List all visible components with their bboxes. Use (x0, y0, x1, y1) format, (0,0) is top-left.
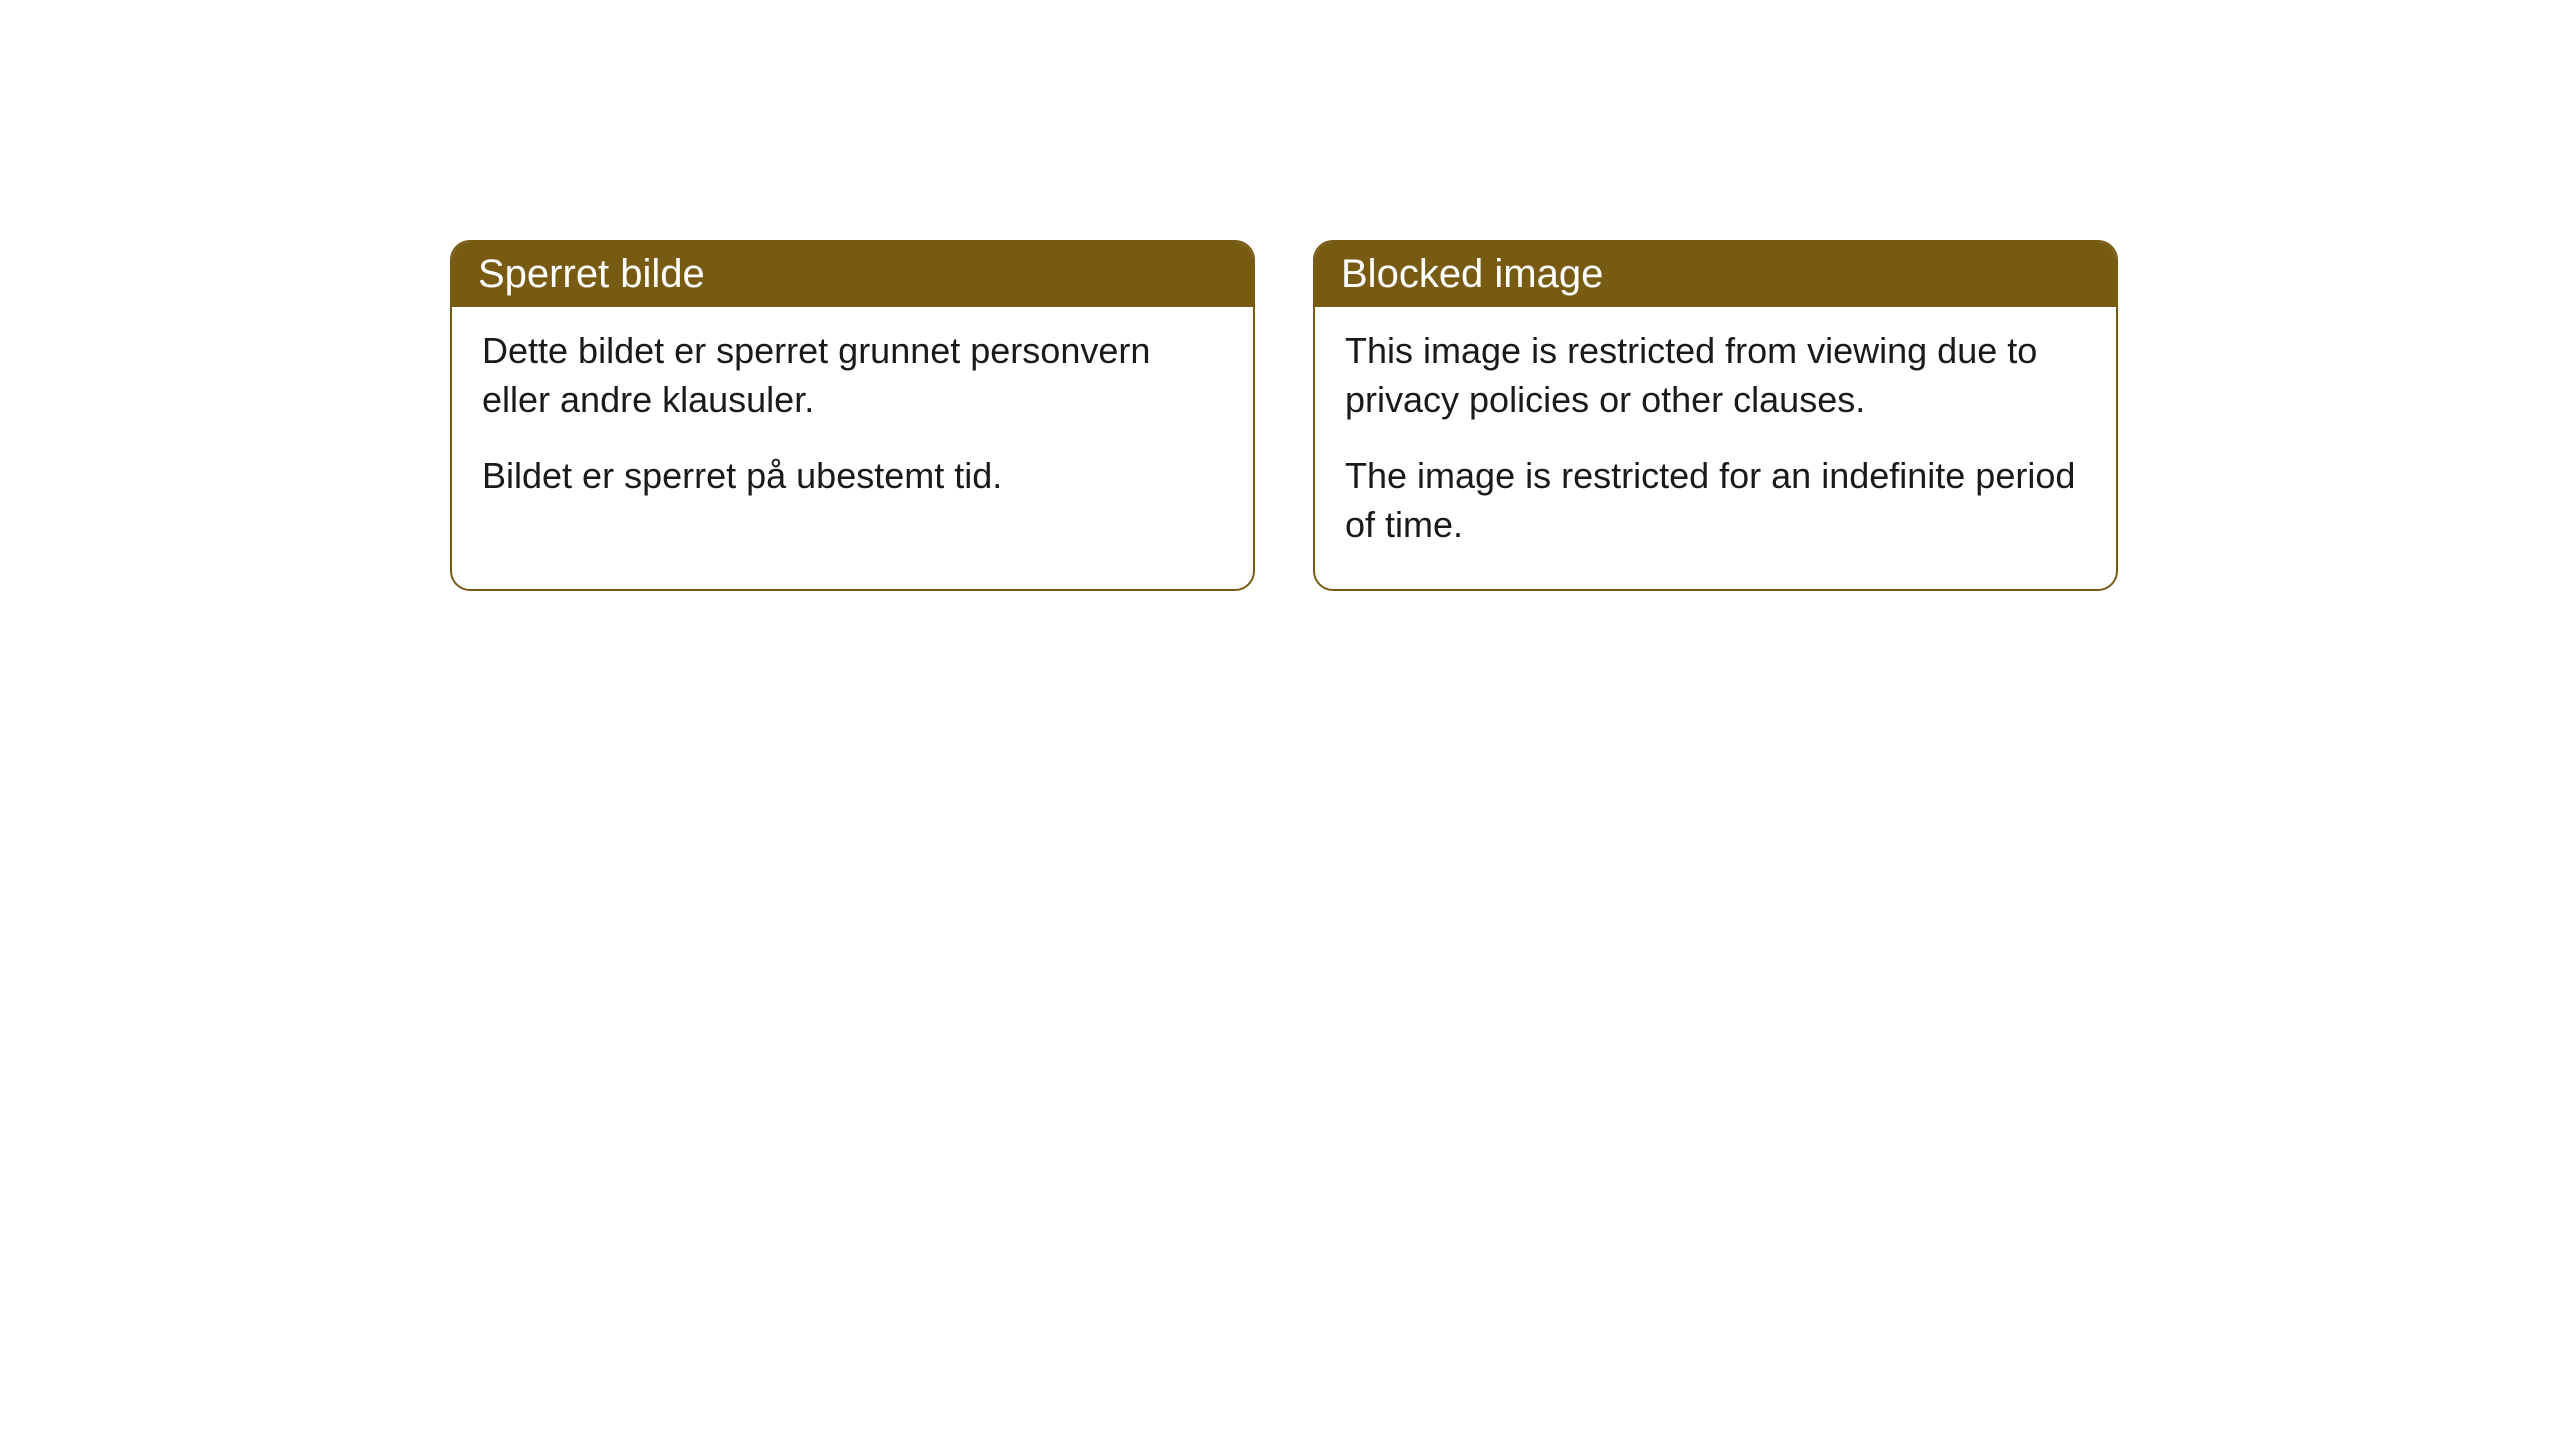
card-title-english: Blocked image (1341, 252, 1603, 296)
notice-cards-container: Sperret bilde Dette bildet er sperret gr… (450, 240, 2118, 591)
card-body-english: This image is restricted from viewing du… (1315, 307, 2116, 589)
card-paragraph-2-norwegian: Bildet er sperret på ubestemt tid. (482, 452, 1223, 501)
card-paragraph-1-english: This image is restricted from viewing du… (1345, 327, 2086, 424)
card-title-norwegian: Sperret bilde (478, 252, 705, 296)
card-header-english: Blocked image (1315, 242, 2116, 307)
card-header-norwegian: Sperret bilde (452, 242, 1253, 307)
card-body-norwegian: Dette bildet er sperret grunnet personve… (452, 307, 1253, 541)
card-english: Blocked image This image is restricted f… (1313, 240, 2118, 591)
card-norwegian: Sperret bilde Dette bildet er sperret gr… (450, 240, 1255, 591)
card-paragraph-2-english: The image is restricted for an indefinit… (1345, 452, 2086, 549)
card-paragraph-1-norwegian: Dette bildet er sperret grunnet personve… (482, 327, 1223, 424)
